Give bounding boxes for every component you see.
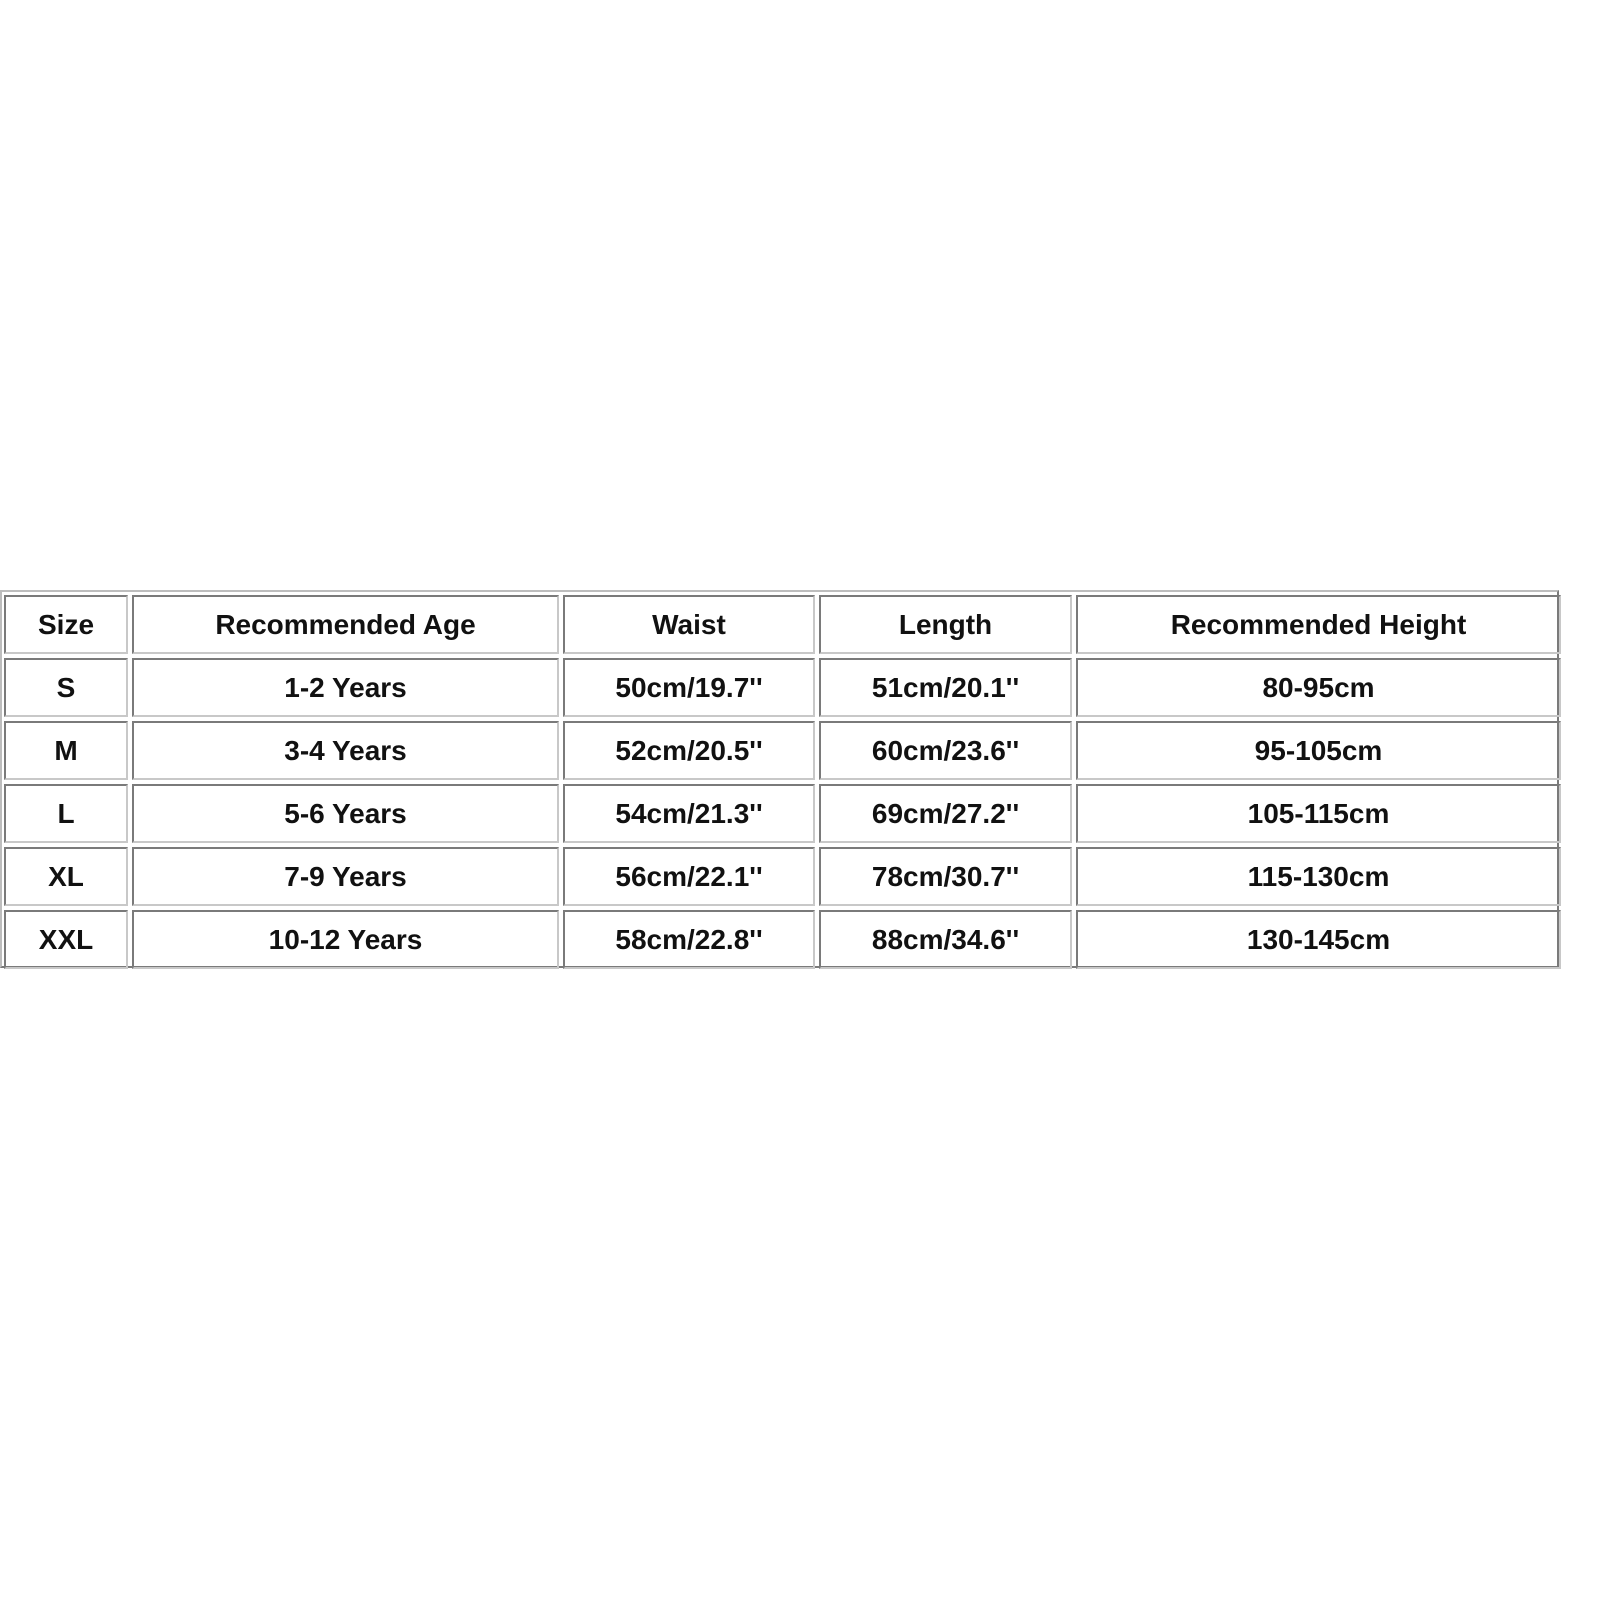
cell-length: 88cm/34.6'' <box>819 910 1072 969</box>
cell-length: 60cm/23.6'' <box>819 721 1072 780</box>
cell-recommended-height: 105-115cm <box>1076 784 1561 843</box>
cell-size: L <box>4 784 128 843</box>
cell-recommended-age: 10-12 Years <box>132 910 559 969</box>
cell-waist: 56cm/22.1'' <box>563 847 815 906</box>
cell-recommended-age: 3-4 Years <box>132 721 559 780</box>
cell-recommended-height: 80-95cm <box>1076 658 1561 717</box>
cell-waist: 54cm/21.3'' <box>563 784 815 843</box>
header-waist: Waist <box>563 595 815 654</box>
size-chart-table: Size Recommended Age Waist Length Recommende… <box>0 590 1561 969</box>
cell-waist: 50cm/19.7'' <box>563 658 815 717</box>
cell-length: 78cm/30.7'' <box>819 847 1072 906</box>
cell-size: S <box>4 658 128 717</box>
cell-recommended-age: 5-6 Years <box>132 784 559 843</box>
cell-waist: 52cm/20.5'' <box>563 721 815 780</box>
header-recommended-age: Recommended Age <box>132 595 559 654</box>
cell-recommended-height: 115-130cm <box>1076 847 1561 906</box>
header-size: Size <box>4 595 128 654</box>
cell-length: 51cm/20.1'' <box>819 658 1072 717</box>
cell-recommended-age: 1-2 Years <box>132 658 559 717</box>
cell-size: XL <box>4 847 128 906</box>
cell-length: 69cm/27.2'' <box>819 784 1072 843</box>
cell-recommended-height: 130-145cm <box>1076 910 1561 969</box>
header-length: Length <box>819 595 1072 654</box>
cell-recommended-age: 7-9 Years <box>132 847 559 906</box>
cell-size: XXL <box>4 910 128 969</box>
header-recommended-height: Recommended Height <box>1076 595 1561 654</box>
cell-waist: 58cm/22.8'' <box>563 910 815 969</box>
cell-recommended-height: 95-105cm <box>1076 721 1561 780</box>
cell-size: M <box>4 721 128 780</box>
